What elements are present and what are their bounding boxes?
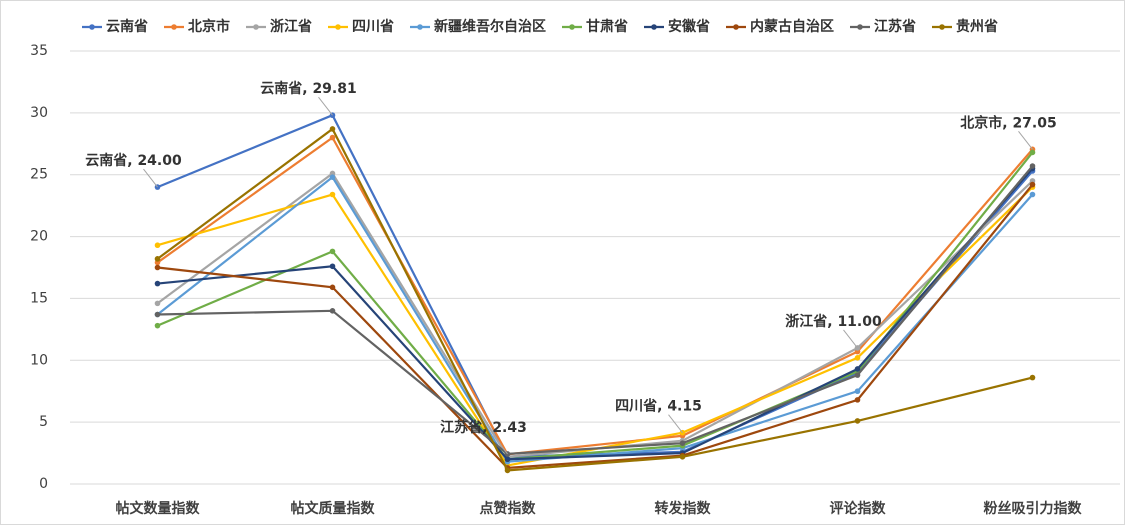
- point: [154, 300, 161, 307]
- leader-line: [668, 414, 683, 433]
- point: [154, 256, 161, 262]
- point: [854, 355, 861, 361]
- y-tick-label: 0: [39, 476, 48, 492]
- legend-label: 安徽省: [668, 18, 710, 35]
- point: [854, 418, 861, 424]
- data-label: 北京市, 27.05: [960, 114, 1056, 131]
- series-line: [157, 167, 1034, 461]
- legend-label: 贵州省: [956, 18, 998, 35]
- point: [329, 308, 336, 314]
- point: [1029, 181, 1036, 188]
- legend-label: 江苏省: [874, 18, 916, 35]
- point: [854, 372, 861, 378]
- series-line: [157, 183, 1034, 470]
- point: [329, 134, 336, 141]
- point: [679, 453, 686, 460]
- legend-marker: [89, 24, 95, 30]
- point: [154, 242, 161, 249]
- x-tick-label: 粉丝吸引力指数: [984, 500, 1083, 517]
- point: [154, 264, 161, 271]
- point: [329, 248, 336, 255]
- point: [329, 191, 336, 198]
- series-line: [157, 165, 1034, 456]
- point: [679, 440, 686, 446]
- series-line: [156, 135, 1034, 456]
- legend-marker: [417, 24, 423, 30]
- point: [329, 126, 336, 132]
- series-line: [156, 127, 1033, 472]
- y-tick-label: 15: [30, 290, 48, 306]
- x-tick-label: 帖文质量指数: [291, 500, 376, 517]
- point: [1029, 163, 1036, 169]
- point: [1029, 149, 1036, 156]
- point: [1029, 191, 1036, 198]
- legend-marker: [651, 24, 657, 30]
- x-tick-label: 帖文数量指数: [116, 500, 201, 517]
- legend-label: 新疆维吾尔自治区: [434, 18, 546, 35]
- legend-marker: [569, 24, 575, 30]
- point: [854, 397, 861, 403]
- leader-line: [318, 96, 333, 116]
- legend-marker: [253, 24, 259, 30]
- data-label: 四川省, 4.15: [615, 398, 702, 415]
- data-label: 浙江省, 11.00: [785, 313, 882, 330]
- data-label: 云南省, 29.81: [260, 80, 356, 97]
- point: [154, 322, 161, 329]
- y-tick-label: 20: [30, 229, 48, 245]
- leader-line: [493, 435, 508, 455]
- leader-line: [843, 329, 858, 349]
- point: [154, 311, 161, 318]
- x-tick-label: 点赞指数: [480, 500, 537, 517]
- x-tick-label: 评论指数: [830, 500, 887, 517]
- y-tick-label: 10: [30, 352, 48, 368]
- y-tick-label: 25: [30, 167, 48, 183]
- leader-line: [1018, 131, 1033, 150]
- legend-label: 北京市: [188, 18, 230, 35]
- legend-marker: [939, 24, 945, 30]
- y-tick-label: 30: [30, 105, 48, 121]
- point: [504, 456, 511, 463]
- legend-marker: [857, 24, 863, 30]
- point: [854, 366, 861, 372]
- point: [154, 280, 161, 287]
- legend-label: 内蒙古自治区: [750, 18, 834, 35]
- point: [1029, 374, 1036, 381]
- point: [329, 284, 336, 291]
- point: [329, 174, 336, 180]
- leader-line: [143, 168, 158, 188]
- point: [329, 263, 336, 270]
- legend-label: 浙江省: [270, 18, 312, 35]
- y-tick-label: 35: [30, 43, 48, 59]
- x-tick-label: 转发指数: [655, 500, 712, 517]
- y-tick-label: 5: [39, 414, 48, 430]
- legend-marker: [171, 24, 177, 30]
- data-label: 江苏省, 2.43: [440, 419, 527, 436]
- point: [854, 388, 861, 395]
- legend-label: 云南省: [106, 18, 148, 35]
- legend-label: 甘肃省: [586, 18, 628, 35]
- legend-marker: [733, 24, 739, 30]
- legend-label: 四川省: [352, 18, 394, 35]
- data-label: 云南省, 24.00: [85, 152, 182, 169]
- legend-marker: [335, 24, 341, 30]
- point: [504, 467, 511, 474]
- series-line: [156, 175, 1034, 463]
